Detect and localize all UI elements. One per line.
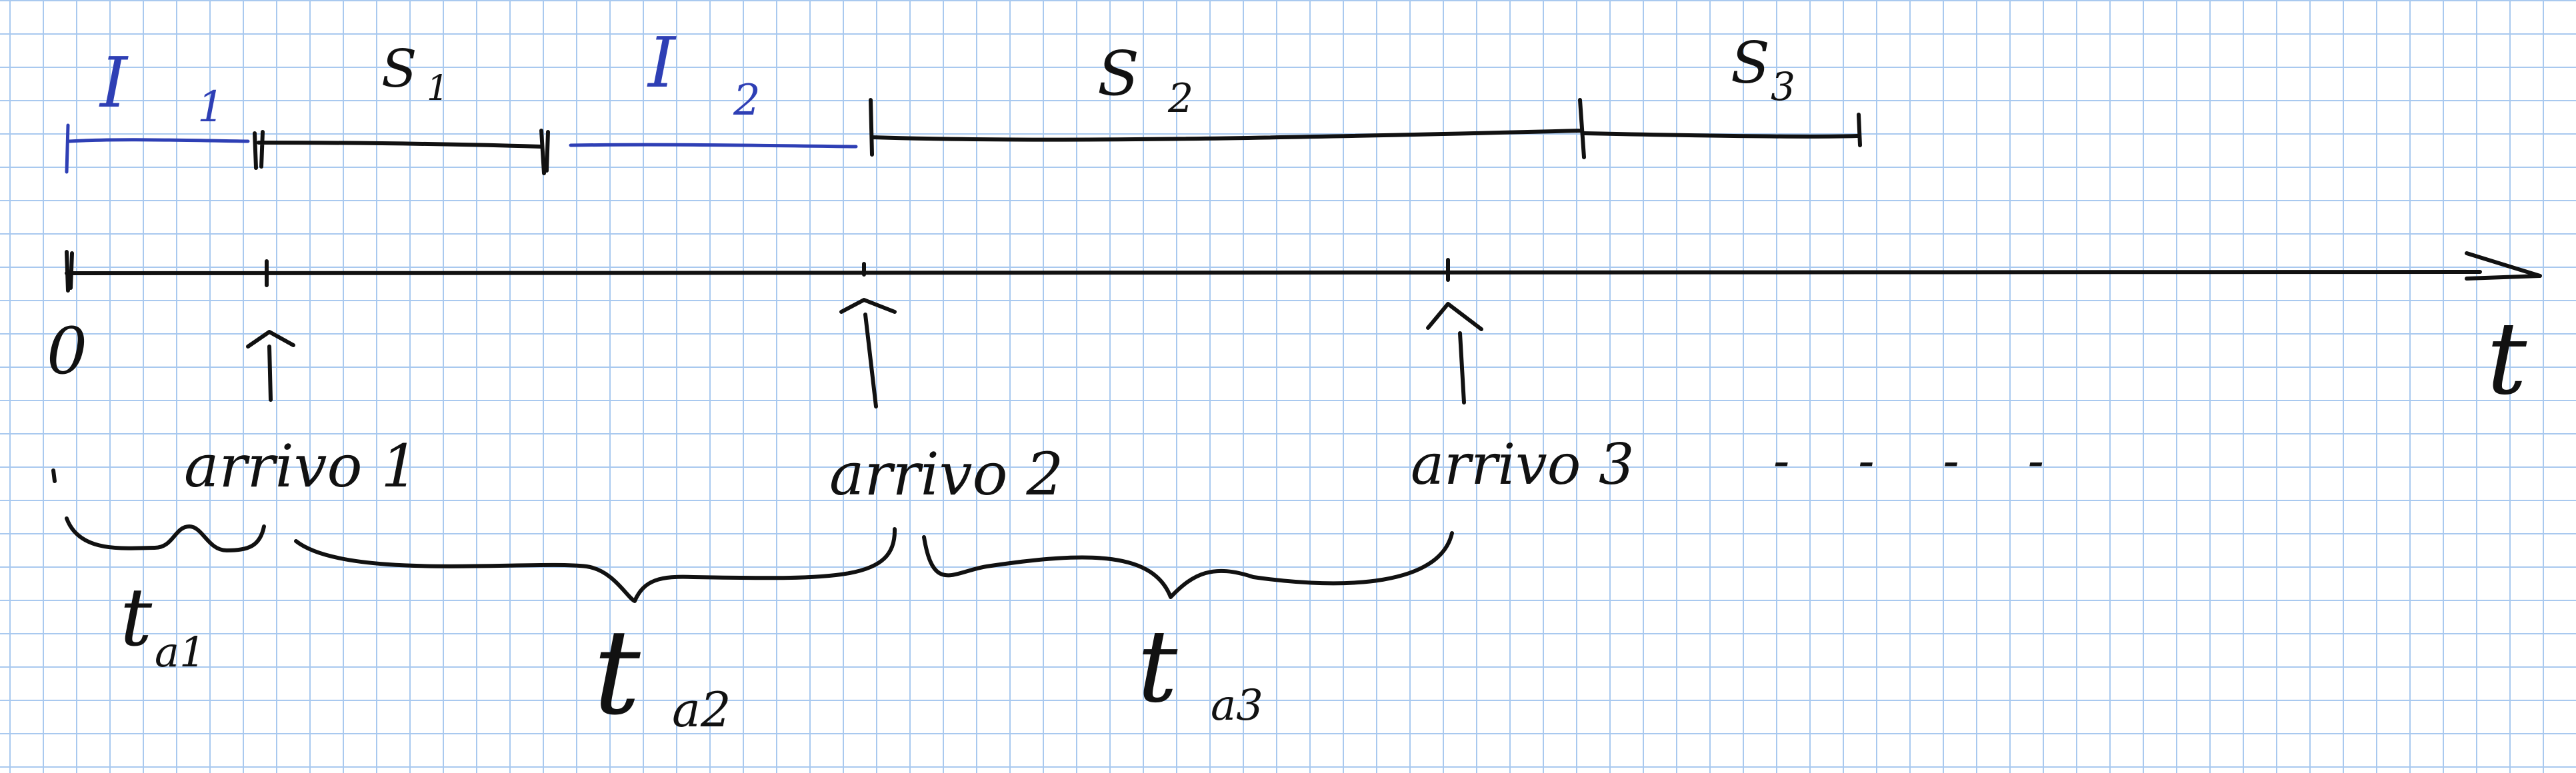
interarrival-label-3-letter: t	[1137, 609, 1178, 725]
axis-variable-label: t	[2487, 301, 2527, 417]
brace-ta2	[294, 527, 897, 603]
service-label-1-letter: S	[381, 39, 417, 99]
idle-label-2-letter: I	[647, 22, 677, 103]
idle-bar-2	[569, 143, 858, 149]
service-label-3-letter: S	[1731, 30, 1770, 97]
interarrival-label-1: t a1	[120, 572, 205, 676]
interarrival-label-2-subscript: a2	[672, 682, 731, 738]
arrival-arrow-2	[839, 298, 897, 408]
service-label-2: S 2	[1097, 38, 1193, 122]
arrival-label-1: arrivo 1	[184, 432, 418, 500]
interarrival-braces	[51, 468, 1454, 603]
idle-label-1-subscript: 1	[197, 83, 225, 132]
service-label-2-subscript: 2	[1167, 75, 1193, 122]
brace-ta1	[51, 468, 266, 552]
arrival-arrow-3	[1426, 302, 1483, 404]
time-axis	[65, 250, 2542, 293]
axis-line	[65, 270, 2482, 275]
service-label-3: S 3	[1731, 30, 1795, 109]
interarrival-label-1-subscript: a1	[155, 628, 205, 676]
service-bar-2	[869, 98, 1586, 159]
service-bar-3	[1582, 113, 1862, 147]
idle-label-1-letter: I	[99, 42, 129, 123]
idle-bar-1	[65, 123, 250, 174]
idle-label-1: I 1	[99, 42, 225, 132]
interarrival-label-3-subscript: a3	[1211, 681, 1263, 730]
continuation-dashes: - - - -	[1773, 432, 2071, 488]
idle-label-2: I 2	[647, 22, 761, 125]
service-label-1: S 1	[381, 39, 449, 109]
interarrival-label-2: t a2	[593, 604, 731, 741]
arrival-arrow-1	[246, 330, 295, 402]
arrival-label-2: arrivo 2	[829, 440, 1063, 508]
service-label-2-letter: S	[1097, 38, 1139, 109]
service-bar-1	[253, 129, 550, 175]
origin-tick	[65, 250, 74, 293]
axis-arrowhead	[2465, 251, 2542, 281]
idle-label-2-subscript: 2	[733, 76, 761, 125]
service-label-1-subscript: 1	[427, 69, 449, 109]
service-label-3-subscript: 3	[1771, 64, 1795, 109]
arrival-label-3: arrivo 3	[1411, 432, 1634, 497]
brace-ta3	[922, 531, 1454, 599]
interarrival-label-3: t a3	[1137, 609, 1263, 730]
arrival-arrows	[246, 298, 1483, 408]
interarrival-label-1-letter: t	[120, 572, 153, 664]
origin-label: 0	[47, 314, 87, 388]
interarrival-label-2-letter: t	[593, 604, 641, 741]
interval-bars	[65, 98, 1862, 175]
